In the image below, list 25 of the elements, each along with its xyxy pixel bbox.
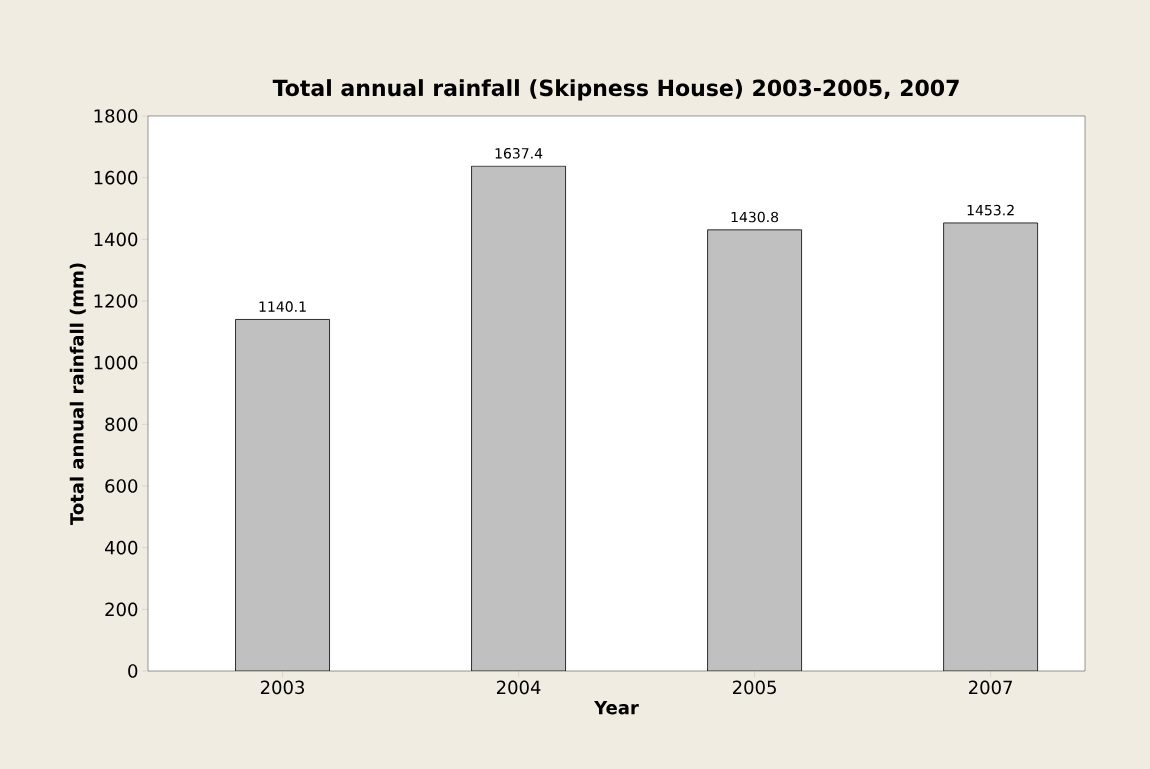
y-tick-label: 600 — [105, 479, 138, 493]
y-tick-label: 1600 — [94, 170, 138, 185]
chart-title: Total annual rainfall (Skipness House) 2003-2005, 2007 — [272, 79, 959, 101]
y-tick-label: 1400 — [94, 232, 138, 247]
x-tick-label: 2003 — [260, 680, 304, 695]
y-axis-title: Total annual rainfall (mm) — [69, 263, 86, 525]
bar — [235, 319, 330, 671]
data-label: 1637.4 — [495, 148, 543, 159]
y-tick-label: 800 — [105, 417, 138, 432]
data-label: 1453.2 — [967, 204, 1014, 216]
x-axis-title: Year — [594, 701, 639, 715]
y-tick-label: 1200 — [94, 294, 138, 308]
bar — [943, 222, 1038, 671]
x-tick-label: 2007 — [969, 680, 1012, 695]
y-tick-label: 1000 — [94, 355, 138, 370]
data-label: 1140.1 — [259, 301, 306, 312]
y-tick-label: 1800 — [94, 109, 138, 123]
y-tick-label: 200 — [105, 602, 138, 617]
x-tick-label: 2005 — [732, 680, 776, 695]
x-tick-label: 2004 — [496, 680, 541, 695]
y-tick-label: 400 — [104, 540, 138, 555]
bar — [707, 229, 802, 671]
data-label: 1430.8 — [731, 211, 779, 223]
y-tick-label: 0 — [128, 664, 138, 678]
bar — [471, 165, 566, 671]
